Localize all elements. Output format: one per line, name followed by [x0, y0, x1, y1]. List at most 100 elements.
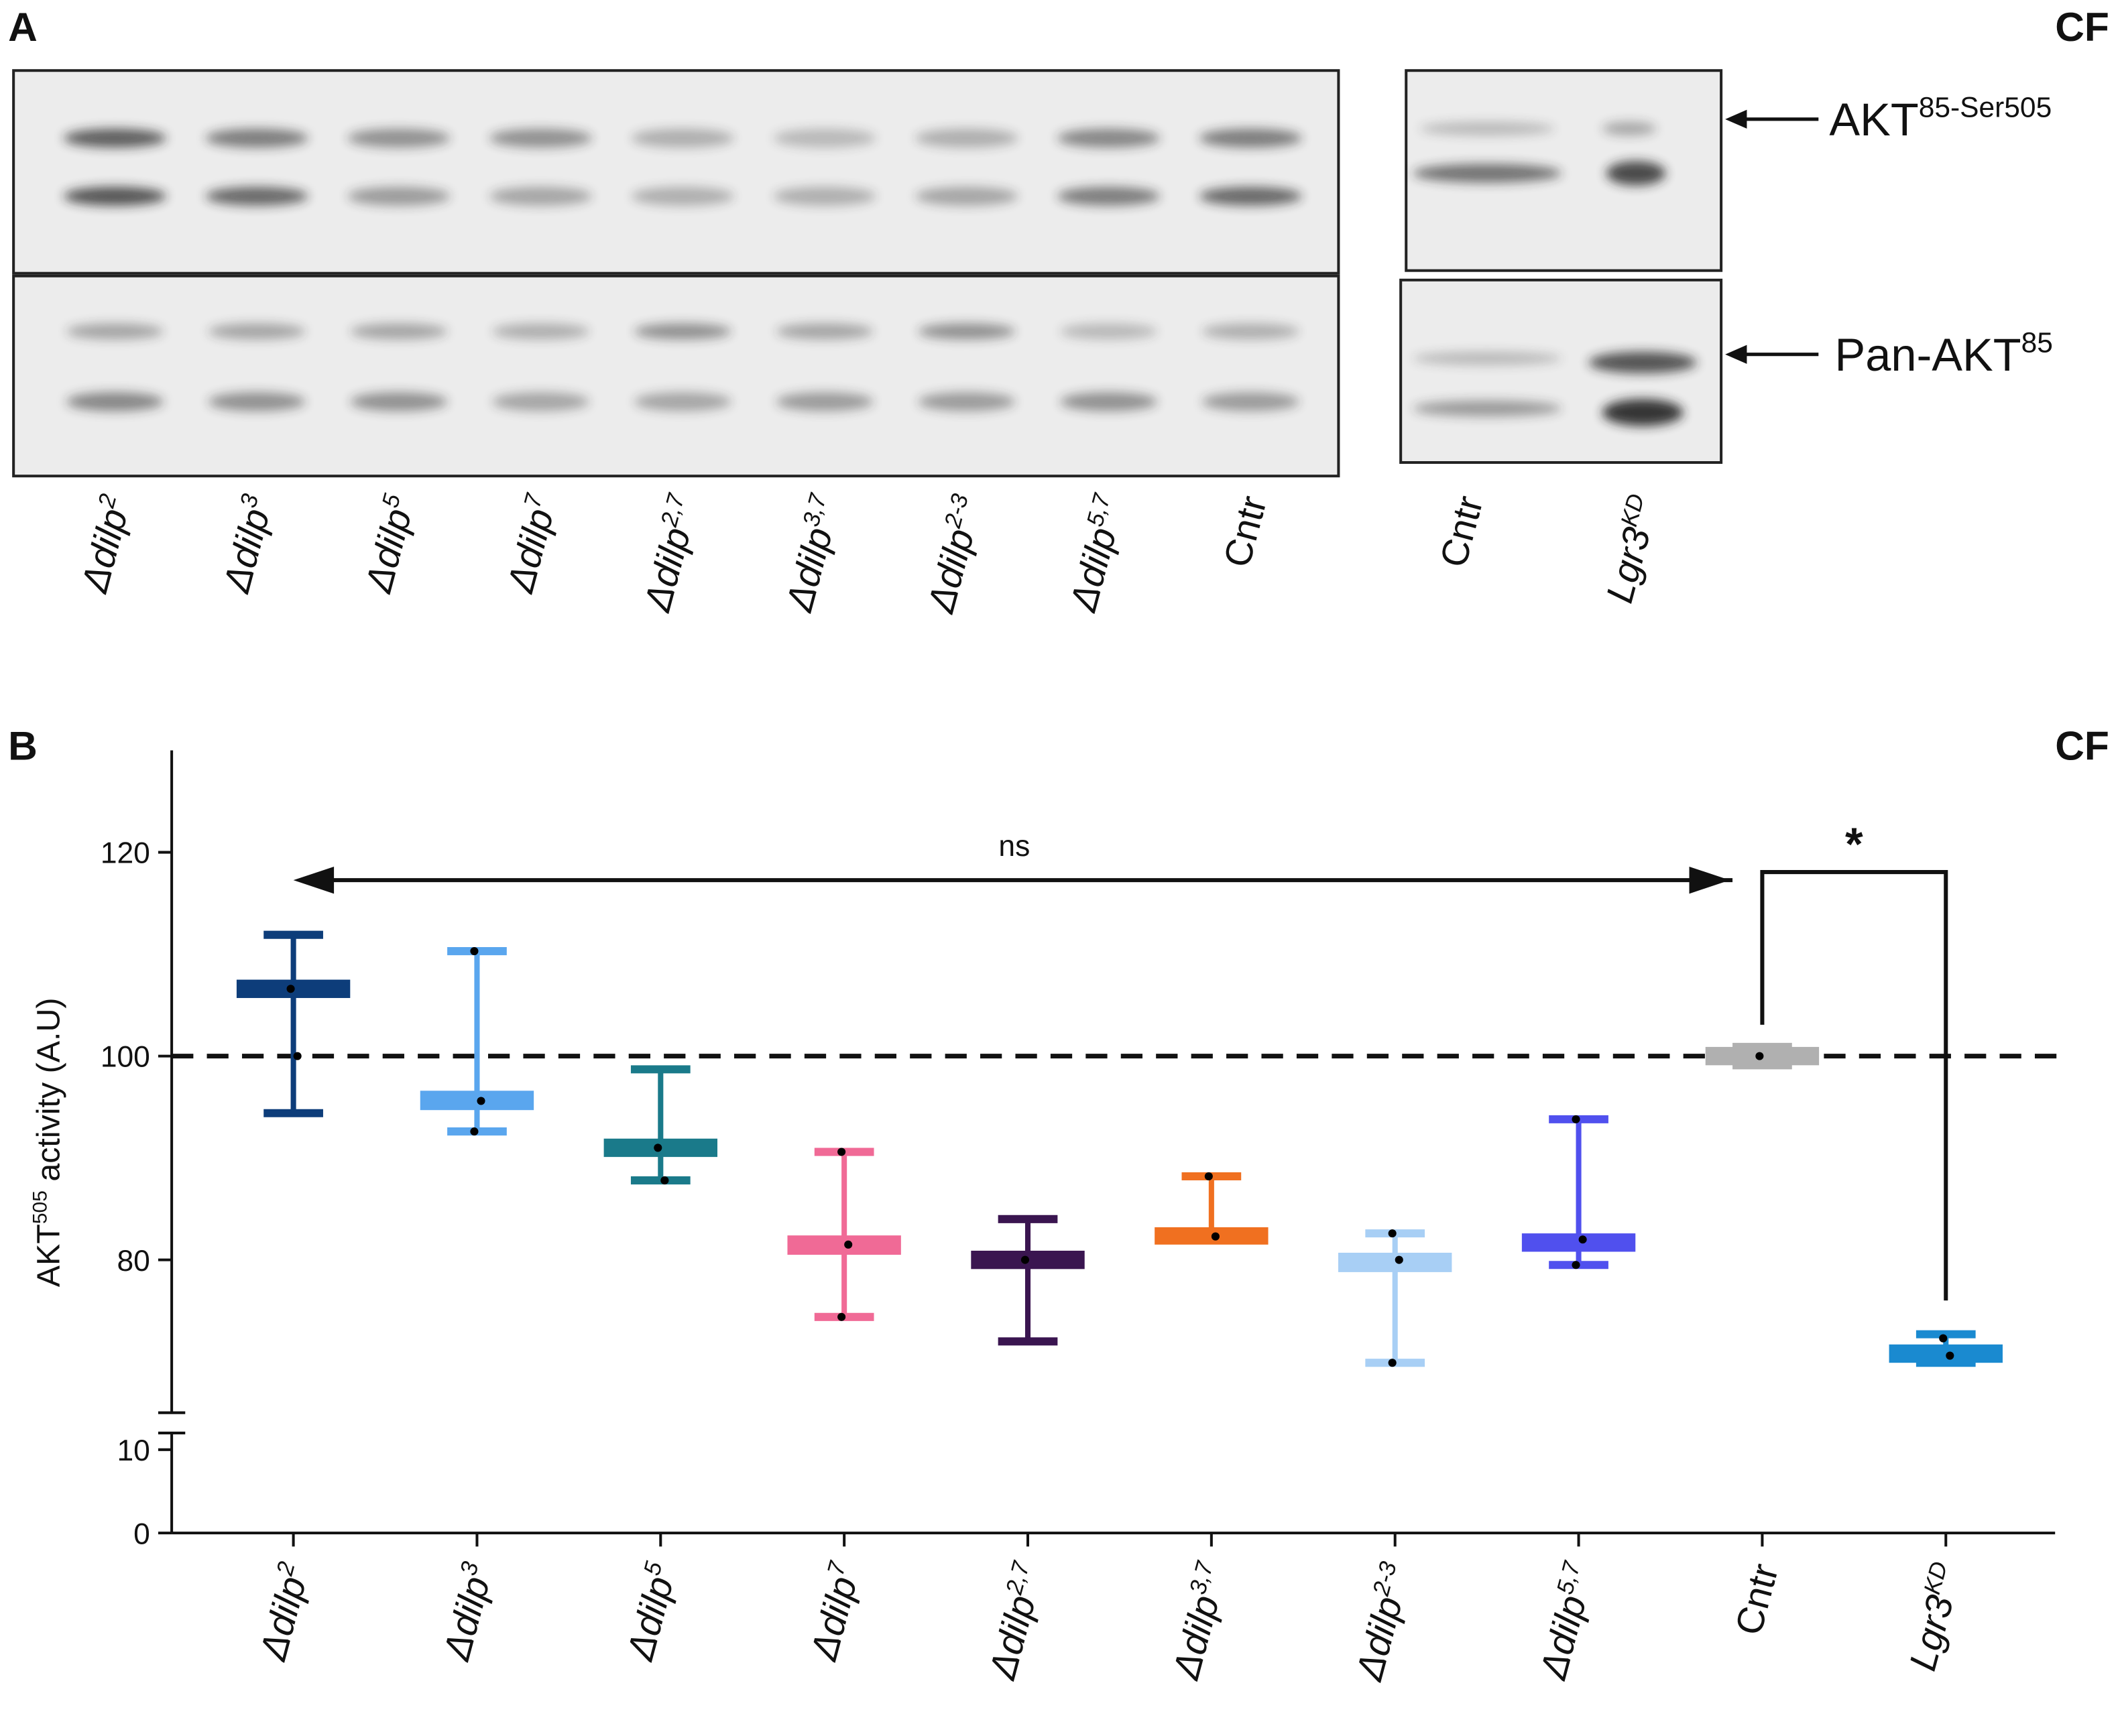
blot-band — [205, 186, 308, 206]
data-point — [1388, 1359, 1397, 1367]
band-label-sup: 85 — [2021, 327, 2053, 359]
data-point — [293, 1052, 302, 1060]
blot-band — [634, 392, 731, 412]
blot-top-left — [12, 69, 1340, 275]
data-point — [1204, 1172, 1213, 1181]
blot-band — [63, 128, 167, 148]
arrow-head — [293, 866, 335, 894]
blot-band — [350, 392, 448, 412]
arrow-head — [1725, 345, 1747, 364]
blot-band — [1199, 186, 1302, 206]
annotation: * — [1845, 818, 1863, 870]
band-label-base: Pan-AKT — [1835, 329, 2021, 381]
y-axis-label-sup: 505 — [29, 1190, 51, 1224]
blot-band — [773, 186, 876, 206]
blot-band — [776, 323, 874, 340]
blot-band — [773, 128, 876, 148]
box — [420, 1091, 534, 1111]
blot-band — [492, 323, 590, 340]
arrow-head — [1725, 109, 1747, 129]
panel-label: A — [8, 4, 38, 50]
y-tick-label: 100 — [101, 1041, 150, 1074]
blot-band — [489, 128, 593, 148]
blot-band — [347, 186, 451, 206]
blot-band — [634, 323, 731, 340]
blot-band — [1606, 161, 1666, 186]
blot-band — [1199, 128, 1302, 148]
band-label-base: AKT — [1829, 94, 1918, 145]
blot-band — [63, 186, 167, 206]
blot-band — [1060, 392, 1158, 412]
box — [1155, 1227, 1269, 1245]
data-point — [286, 985, 295, 993]
blot-band — [208, 323, 306, 340]
data-point — [1578, 1235, 1587, 1244]
blot-band — [915, 128, 1018, 148]
blot-band — [350, 323, 448, 340]
blot-band — [1201, 323, 1299, 340]
blot-band — [66, 323, 164, 340]
data-point — [1572, 1115, 1580, 1123]
blot-band — [489, 186, 593, 206]
data-point — [477, 1097, 485, 1105]
data-point — [837, 1312, 846, 1321]
blot-band — [631, 186, 735, 206]
blot-band — [915, 186, 1018, 206]
arrow-head — [1689, 866, 1730, 894]
data-point — [1939, 1334, 1948, 1343]
panel-label: B — [8, 723, 38, 769]
box — [1521, 1233, 1636, 1252]
blot-band — [1413, 400, 1562, 417]
blot-band — [918, 392, 1016, 412]
y-axis-label: AKT505 activity (A.U) — [29, 997, 66, 1287]
blot-band — [208, 392, 306, 412]
box — [1338, 1253, 1452, 1272]
data-point — [1388, 1229, 1397, 1238]
blot-band — [66, 392, 164, 412]
band-label-sup: 85-Ser505 — [1919, 92, 2052, 124]
blot-band — [347, 128, 451, 148]
y-tick-label: 80 — [117, 1245, 150, 1278]
data-point — [1755, 1052, 1764, 1060]
data-point — [470, 1127, 479, 1136]
blot-band — [1201, 392, 1299, 412]
data-point — [1211, 1232, 1220, 1241]
data-point — [660, 1176, 669, 1185]
blot-band — [1413, 164, 1562, 183]
blot-band — [1602, 399, 1684, 426]
data-point — [1572, 1261, 1580, 1269]
panel-tag: CF — [2055, 723, 2109, 769]
band-label: AKT85-Ser505 — [1829, 92, 2052, 145]
blot-bottom-left — [12, 274, 1340, 478]
y-axis-label-rest: activity (A.U) — [31, 997, 67, 1190]
data-point — [470, 946, 479, 956]
y-tick-label: 120 — [101, 837, 150, 870]
y-tick-label: 0 — [133, 1517, 150, 1550]
blot-band — [1419, 121, 1555, 136]
blot-band — [1060, 323, 1158, 340]
data-point — [1395, 1255, 1403, 1264]
y-axis-label-base: AKT — [31, 1224, 67, 1287]
annotation: ns — [998, 830, 1030, 863]
blot-band — [1057, 186, 1161, 206]
blot-band — [631, 128, 735, 148]
data-point — [837, 1148, 846, 1156]
blot-band — [205, 128, 308, 148]
panel-tag: CF — [2055, 4, 2109, 50]
box — [1889, 1344, 2003, 1363]
box — [787, 1235, 901, 1255]
band-label: Pan-AKT85 — [1835, 327, 2053, 380]
blot-band — [1057, 128, 1161, 148]
y-tick-label: 10 — [117, 1434, 150, 1467]
blot-band — [1602, 121, 1657, 136]
data-point — [654, 1143, 662, 1152]
data-point — [844, 1240, 853, 1249]
blot-band — [776, 392, 874, 412]
significance-bracket — [1760, 870, 1948, 1301]
blot-band — [1413, 351, 1562, 365]
western-blot — [12, 69, 1723, 478]
blot-band — [918, 323, 1016, 340]
data-point — [1020, 1255, 1030, 1264]
blot-band — [1588, 351, 1697, 373]
